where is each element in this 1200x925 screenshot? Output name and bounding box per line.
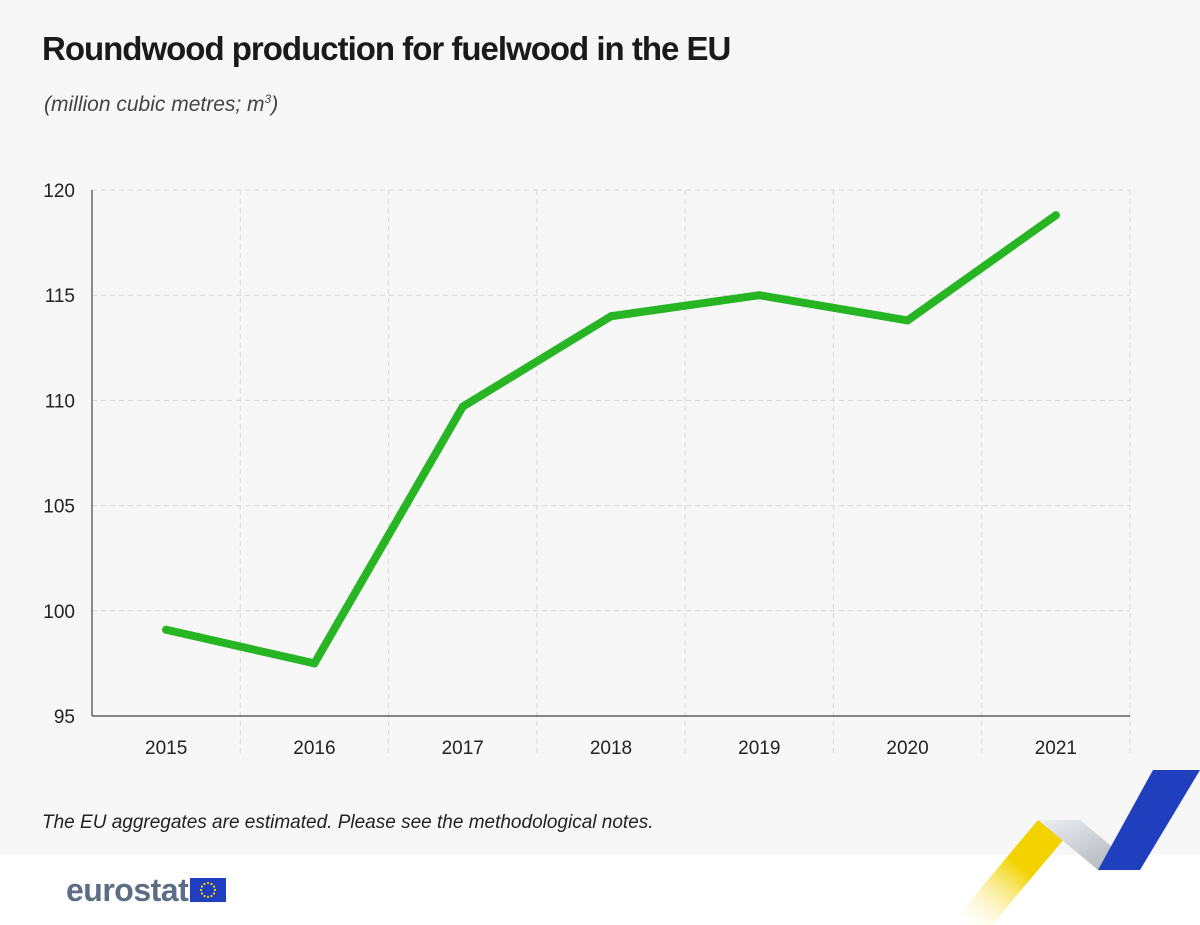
y-tick-label-105: 105 [43,497,75,518]
grid-layer [92,189,1131,756]
ribbon-blue [1098,770,1200,870]
eu-flag-icon [190,878,227,902]
flag-star-11 [203,882,206,886]
chart-title: Roundwood production for fuelwood in the… [42,30,731,67]
flag-star-3 [214,888,217,892]
line-chart: 95 100 105 110 115 120 2015 2016 2017 2018 2019 202… [43,181,1131,759]
x-tick-label-2015: 2015 [145,738,187,759]
data-point-2020 [903,316,912,325]
eurostat-logo[interactable]: eurostat [66,871,227,908]
flag-star-0 [207,881,210,885]
subtitle-superscript: 3 [264,92,272,106]
data-point-2021 [1051,211,1060,220]
flag-star-8 [201,892,204,895]
series-line-0 [162,211,1060,668]
x-tick-label-2017: 2017 [442,738,484,759]
y-tick-label-95: 95 [54,707,75,728]
ribbon-yellow [950,820,1080,925]
data-point-2016 [310,659,319,668]
data-point-2018 [607,312,615,321]
data-point-2019 [755,291,764,300]
decorative-ribbons [950,770,1200,925]
subtitle-close: ) [271,93,279,116]
chart-subtitle: (million cubic metres; m3) [44,92,278,117]
footnote: The EU aggregates are estimated. Please … [42,812,654,833]
chart-panel [0,0,1200,855]
data-point-2015 [162,625,171,634]
x-tick-label-2021: 2021 [1035,738,1077,759]
flag-star-1 [210,882,213,886]
series-layer [162,211,1060,668]
data-point-2017 [458,402,467,411]
x-tick-label-2018: 2018 [590,738,632,759]
x-tick-label-2016: 2016 [293,738,335,759]
x-tick-label-2020: 2020 [886,738,928,759]
subtitle-text: (million cubic metres; m [44,93,265,116]
y-tick-label-110: 110 [45,391,75,412]
flag-star-6 [207,895,210,899]
flag-star-2 [213,885,216,888]
axis-layer [91,190,1130,717]
flag-star-4 [213,892,216,895]
x-tick-label-2019: 2019 [738,738,780,759]
y-tick-label-115: 115 [45,286,75,307]
flag-star-7 [203,894,206,898]
y-tick-label-100: 100 [43,602,75,623]
flag-star-5 [210,894,213,898]
label-layer: 95 100 105 110 115 120 2015 2016 2017 2018 2019 202… [43,181,1077,759]
y-tick-label-120: 120 [43,181,75,202]
flag-star-9 [200,888,203,892]
flag-star-10 [201,885,204,888]
logo-text: eurostat [66,871,189,908]
